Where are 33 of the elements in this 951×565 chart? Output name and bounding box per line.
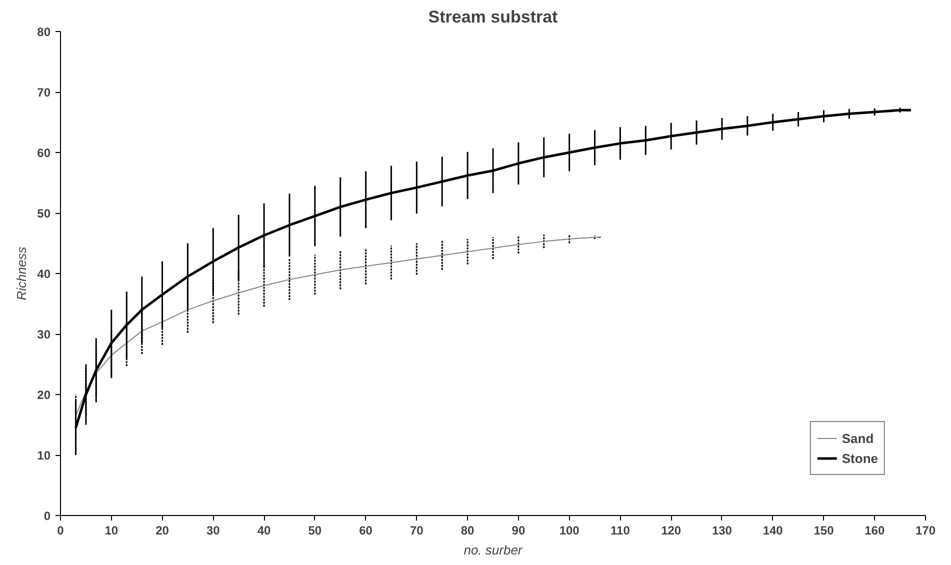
y-tick-label: 10: [37, 448, 51, 462]
y-tick-label: 30: [37, 328, 51, 342]
x-tick-label: 60: [359, 524, 373, 538]
x-tick-label: 50: [308, 524, 322, 538]
y-tick-label: 20: [37, 388, 51, 402]
y-tick-label: 40: [37, 267, 51, 281]
y-tick-label: 60: [37, 146, 51, 160]
y-tick-label: 70: [37, 86, 51, 100]
x-tick-label: 140: [762, 524, 784, 538]
y-tick-label: 80: [37, 25, 51, 39]
x-tick-label: 40: [257, 524, 272, 538]
x-tick-label: 70: [410, 524, 424, 538]
legend-label: Stone: [842, 450, 878, 466]
x-axis-title: no. surber: [464, 542, 523, 558]
y-axis-title: Richness: [14, 246, 30, 300]
x-tick-label: 120: [661, 524, 682, 538]
x-tick-label: 10: [104, 524, 118, 538]
x-tick-label: 110: [610, 524, 630, 538]
x-tick-label: 80: [460, 524, 475, 538]
chart-title: Stream substrat: [428, 8, 558, 26]
x-tick-label: 170: [915, 524, 936, 538]
line-series: [75, 236, 600, 416]
y-tick-label: 50: [37, 206, 51, 220]
legend-label: Sand: [842, 430, 874, 446]
x-tick-label: 30: [206, 524, 220, 538]
x-tick-label: 130: [712, 524, 732, 538]
x-tick-label: 90: [512, 524, 526, 538]
x-tick-label: 160: [864, 524, 885, 538]
y-tick-label: 0: [44, 509, 51, 523]
x-tick-label: 0: [57, 524, 64, 538]
x-tick-label: 100: [559, 524, 580, 538]
x-tick-label: 150: [814, 524, 834, 538]
x-tick-label: 20: [156, 524, 170, 538]
